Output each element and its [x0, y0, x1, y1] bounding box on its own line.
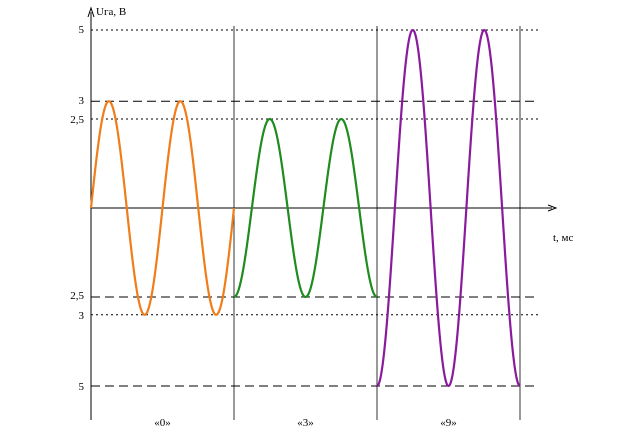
y-tick-label: 2,5 — [70, 114, 84, 126]
segment-separators — [233, 26, 521, 420]
series-line-3 — [376, 28, 521, 388]
y-tick-label: 3 — [79, 310, 85, 322]
y-tick-labels: 5 3 2,5 2,5 3 5 — [70, 24, 84, 393]
series-lines — [89, 28, 521, 388]
series-line-2 — [233, 117, 378, 299]
gridlines — [91, 29, 538, 387]
y-tick-label: 3 — [79, 95, 85, 107]
segment-labels: «0» «3» «9» — [154, 417, 457, 429]
y-tick-label: 2,5 — [70, 290, 84, 302]
segment-label: «3» — [297, 417, 314, 429]
segment-label: «0» — [154, 417, 171, 429]
series-line-1 — [89, 100, 236, 316]
x-axis-label: t, мс — [553, 232, 574, 244]
axes: Uга, В t, мс — [87, 6, 574, 420]
y-axis-arrow — [87, 6, 95, 18]
segment-label: «9» — [440, 417, 457, 429]
y-tick-label: 5 — [79, 381, 85, 393]
y-tick-label: 5 — [79, 24, 85, 36]
x-axis-arrow — [547, 204, 558, 212]
y-axis-label: Uга, В — [96, 6, 126, 18]
